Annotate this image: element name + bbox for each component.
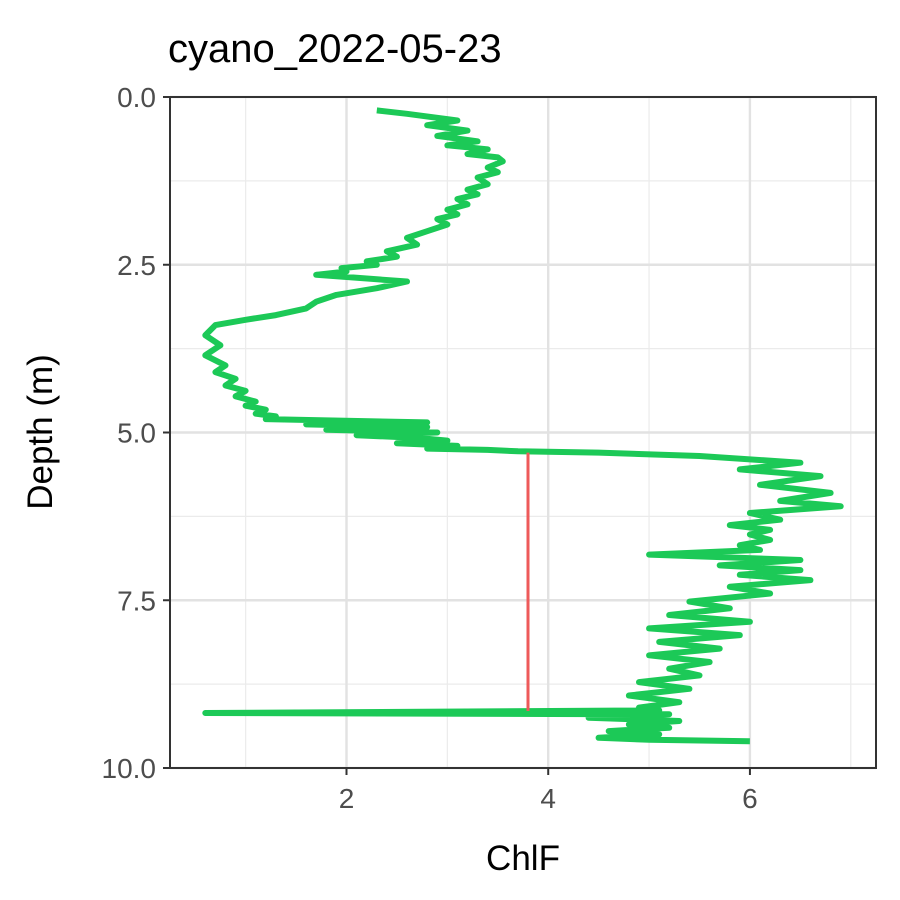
y-tick-label: 5.0 — [117, 418, 156, 449]
y-axis-title: Depth (m) — [21, 354, 60, 510]
y-tick-label: 7.5 — [117, 585, 156, 616]
x-axis: 2 4 6 — [339, 768, 758, 814]
y-tick-label: 10.0 — [102, 753, 157, 784]
y-tick-label: 2.5 — [117, 250, 156, 281]
chlf-profile-line — [202, 107, 844, 745]
y-tick-label: 0.0 — [117, 82, 156, 113]
chart-title: cyano_2022-05-23 — [168, 27, 502, 71]
series-layer — [202, 107, 844, 745]
grid-lines — [170, 95, 876, 770]
x-tick-label: 4 — [540, 783, 556, 814]
x-tick-label: 6 — [742, 783, 758, 814]
x-tick-label: 2 — [339, 783, 355, 814]
y-axis: 0.0 2.5 5.0 7.5 10.0 — [102, 82, 170, 784]
plot-panel — [169, 95, 877, 770]
x-axis-title: ChlF — [486, 839, 560, 878]
